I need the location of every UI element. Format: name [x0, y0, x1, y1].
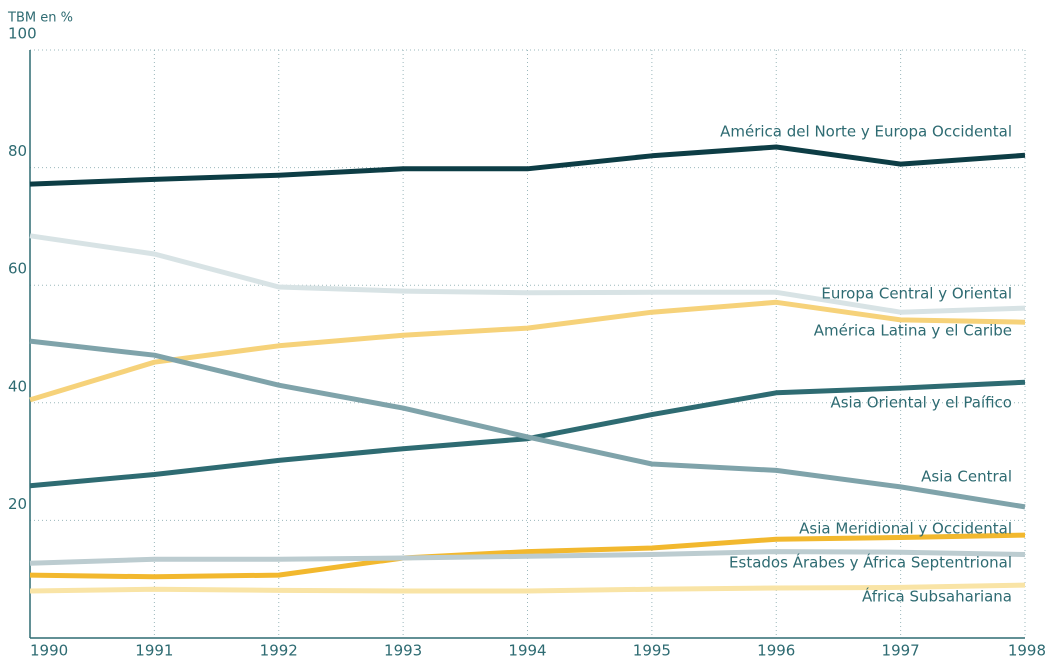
- x-tick-label: 1997: [882, 642, 920, 660]
- series-label: Asia Meridional y Occidental: [799, 520, 1012, 538]
- series-label: América Latina y el Caribe: [814, 322, 1012, 340]
- series-line: [29, 233, 1026, 315]
- series-label: Asia Central: [921, 468, 1012, 486]
- x-tick-label: 1993: [384, 642, 422, 660]
- series-label: África Subsahariana: [862, 587, 1012, 606]
- x-tick-label: 1992: [260, 642, 298, 660]
- x-tick-label: 1998: [1008, 642, 1046, 660]
- y-tick-label: 100: [8, 25, 37, 43]
- series-line: [29, 582, 1026, 594]
- series-label: Estados Árabes y África Septentrional: [729, 553, 1012, 572]
- x-tick-label: 1991: [135, 642, 173, 660]
- series-line: [29, 144, 1026, 187]
- series-label: Europa Central y Oriental: [821, 285, 1012, 303]
- x-tick-label: 1990: [30, 642, 68, 660]
- y-tick-label: 60: [8, 260, 27, 278]
- x-tick-label: 1994: [508, 642, 546, 660]
- series-line: [29, 532, 1026, 580]
- x-tick-label: 1995: [633, 642, 671, 660]
- series-label: América del Norte y Europa Occidental: [720, 123, 1012, 141]
- series-label: Asia Oriental y el Paífico: [830, 394, 1012, 412]
- series-line: [29, 549, 1026, 566]
- y-tick-label: 80: [8, 142, 27, 160]
- y-axis-label: TBM en %: [7, 11, 73, 26]
- x-tick-label: 1996: [757, 642, 795, 660]
- y-tick-label: 40: [8, 377, 27, 395]
- series-line: [29, 299, 1026, 403]
- y-tick-label: 20: [8, 495, 27, 513]
- series-line: [29, 338, 1026, 510]
